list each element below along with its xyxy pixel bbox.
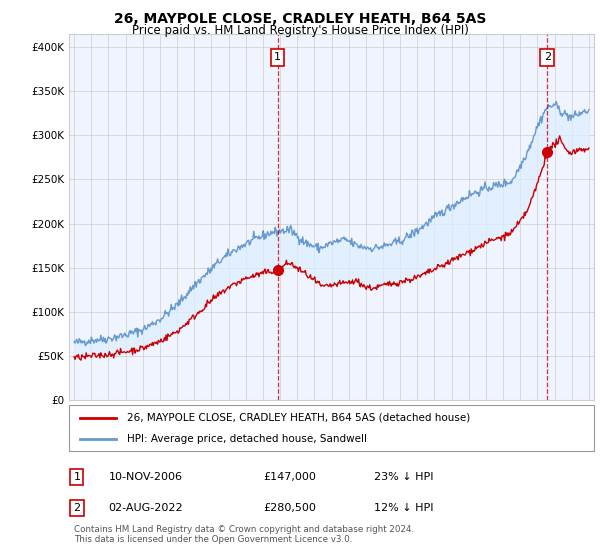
Text: 26, MAYPOLE CLOSE, CRADLEY HEATH, B64 5AS: 26, MAYPOLE CLOSE, CRADLEY HEATH, B64 5A… xyxy=(114,12,486,26)
Text: HPI: Average price, detached house, Sandwell: HPI: Average price, detached house, Sand… xyxy=(127,435,367,444)
Text: £147,000: £147,000 xyxy=(263,472,316,482)
Text: 1: 1 xyxy=(73,472,80,482)
Text: 2: 2 xyxy=(544,53,551,63)
Text: Contains HM Land Registry data © Crown copyright and database right 2024.
This d: Contains HM Land Registry data © Crown c… xyxy=(74,525,415,544)
Text: 10-NOV-2006: 10-NOV-2006 xyxy=(109,472,182,482)
Text: Price paid vs. HM Land Registry's House Price Index (HPI): Price paid vs. HM Land Registry's House … xyxy=(131,24,469,36)
Text: 2: 2 xyxy=(73,503,80,513)
Text: 23% ↓ HPI: 23% ↓ HPI xyxy=(373,472,433,482)
Text: 26, MAYPOLE CLOSE, CRADLEY HEATH, B64 5AS (detached house): 26, MAYPOLE CLOSE, CRADLEY HEATH, B64 5A… xyxy=(127,413,470,423)
FancyBboxPatch shape xyxy=(69,405,594,451)
Text: £280,500: £280,500 xyxy=(263,503,316,513)
Text: 1: 1 xyxy=(274,53,281,63)
Text: 02-AUG-2022: 02-AUG-2022 xyxy=(109,503,183,513)
Text: 12% ↓ HPI: 12% ↓ HPI xyxy=(373,503,433,513)
